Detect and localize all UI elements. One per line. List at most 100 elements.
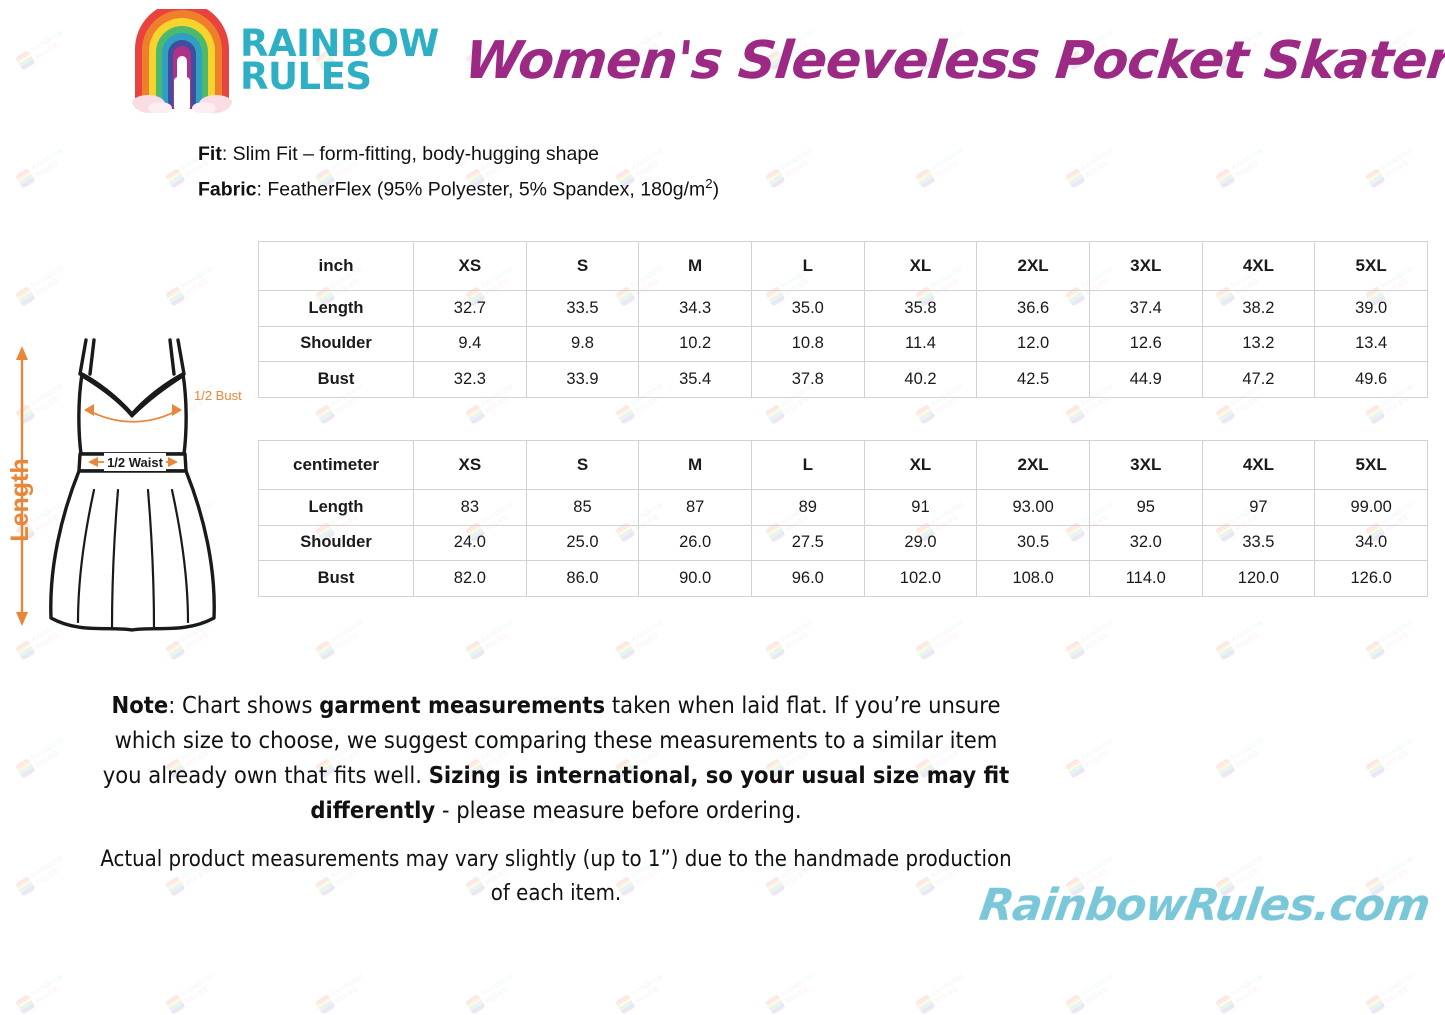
cell-shoulder-xl: 29.0	[863, 524, 978, 561]
cell-shoulder-xs: 24.0	[413, 524, 527, 561]
measurement-label-length: Length	[258, 489, 414, 526]
size-header-4xl: 4XL	[1201, 440, 1316, 490]
note-part2: taken when laid flat. If you’re unsure w…	[102, 691, 1001, 789]
cell-bust-4xl: 120.0	[1201, 560, 1316, 597]
measurement-label-length: Length	[258, 290, 414, 327]
cell-bust-3xl: 114.0	[1088, 560, 1203, 597]
cell-length-xl: 91	[863, 489, 978, 526]
table-header-row: inch XS S M L XL 2XL 3XL 4XL 5XL	[258, 241, 1428, 291]
product-spec-block: Fit: Slim Fit – form-fitting, body-huggi…	[198, 140, 719, 205]
size-header-2xl: 2XL	[976, 241, 1090, 291]
table-row: Bust 82.0 86.0 90.0 96.0 102.0 108.0 114.0 120.0…	[258, 560, 1428, 597]
unit-header-inch: inch	[258, 241, 414, 291]
cell-length-5xl: 99.00	[1314, 489, 1428, 526]
table-row: Shoulder 9.4 9.8 10.2 10.8 11.4 12.0 12.6 13.2 13…	[258, 325, 1428, 362]
size-header-l: L	[750, 241, 865, 291]
waist-label: 1/2 Waist	[107, 455, 164, 470]
fit-label: Fit	[198, 143, 222, 165]
cell-bust-3xl: 44.9	[1088, 361, 1203, 398]
fabric-value: FeatherFlex (95% Polyester, 5% Spandex, …	[267, 178, 706, 201]
size-header-5xl: 5XL	[1314, 440, 1428, 490]
table-row: Shoulder 24.0 25.0 26.0 27.5 29.0 30.5 32.0 33.5…	[258, 524, 1428, 561]
cell-shoulder-s: 25.0	[525, 524, 640, 561]
cell-shoulder-4xl: 13.2	[1201, 325, 1316, 362]
size-header-4xl: 4XL	[1201, 241, 1316, 291]
cell-bust-5xl: 49.6	[1314, 361, 1428, 398]
measurement-label-bust: Bust	[258, 560, 414, 597]
size-table-inch-head: inch XS S M L XL 2XL 3XL 4XL 5XL	[258, 241, 1428, 291]
cell-length-4xl: 38.2	[1201, 290, 1316, 327]
cell-shoulder-m: 26.0	[638, 524, 752, 561]
cell-shoulder-4xl: 33.5	[1201, 524, 1316, 561]
cell-shoulder-l: 10.8	[750, 325, 865, 362]
cell-bust-xs: 32.3	[413, 361, 527, 398]
size-header-m: M	[638, 241, 752, 291]
bust-label: 1/2 Bust	[194, 388, 242, 403]
size-table-centimeter: centimeter XS S M L XL 2XL 3XL 4XL 5XL Length 83 85…	[258, 440, 1428, 597]
fabric-label: Fabric	[198, 178, 257, 201]
table-row: Length 83 85 87 89 91 93.00 95 97 99.00	[258, 489, 1428, 526]
cell-shoulder-5xl: 34.0	[1314, 524, 1428, 561]
cell-length-l: 89	[750, 489, 865, 526]
cell-length-2xl: 93.00	[976, 489, 1090, 526]
variance-paragraph: Actual product measurements may vary sli…	[100, 843, 1012, 911]
size-header-m: M	[638, 440, 752, 490]
cell-shoulder-3xl: 12.6	[1088, 325, 1203, 362]
measurement-label-shoulder: Shoulder	[258, 524, 414, 561]
rainbow-arch-icon	[130, 9, 234, 113]
length-arrow	[16, 346, 28, 626]
note-label: Note	[111, 691, 169, 719]
cell-length-2xl: 36.6	[976, 290, 1090, 327]
size-header-xl: XL	[863, 440, 978, 490]
brand-wordmark-line1: RAINBOW	[240, 22, 439, 66]
cell-bust-l: 37.8	[750, 361, 865, 398]
cell-bust-m: 90.0	[638, 560, 752, 597]
size-header-s: S	[525, 440, 640, 490]
cell-bust-s: 33.9	[525, 361, 640, 398]
measurement-label-bust: Bust	[258, 361, 414, 398]
table-row: Length 32.7 33.5 34.3 35.0 35.8 36.6 37.4 38.2 39…	[258, 290, 1428, 327]
length-label: Length	[8, 458, 34, 541]
size-header-3xl: 3XL	[1088, 241, 1203, 291]
note-part1: : Chart shows	[168, 691, 320, 719]
cell-length-xs: 32.7	[413, 290, 527, 327]
cell-bust-xl: 40.2	[863, 361, 978, 398]
page-title: Women's Sleeveless Pocket Skater Dress	[461, 31, 1445, 91]
size-header-2xl: 2XL	[976, 440, 1090, 490]
note-bold-sizing: Sizing is international, so your usual s…	[310, 761, 1010, 824]
cell-length-s: 33.5	[525, 290, 640, 327]
cell-length-s: 85	[525, 489, 640, 526]
cell-shoulder-xl: 11.4	[863, 325, 978, 362]
cell-bust-2xl: 42.5	[976, 361, 1090, 398]
cell-shoulder-m: 10.2	[638, 325, 752, 362]
cell-bust-s: 86.0	[525, 560, 640, 597]
bust-arrow	[84, 404, 182, 423]
footer-wordmark: RainbowRules.com	[976, 880, 1433, 931]
cell-length-xs: 83	[413, 489, 527, 526]
unit-header-cm: centimeter	[258, 440, 414, 490]
fit-value: Slim Fit – form-fitting, body-hugging sh…	[232, 143, 600, 165]
size-header-xs: XS	[413, 241, 527, 291]
cell-shoulder-3xl: 32.0	[1088, 524, 1203, 561]
cell-length-l: 35.0	[750, 290, 865, 327]
cell-shoulder-l: 27.5	[750, 524, 865, 561]
variance-text: Actual product measurements may vary sli…	[100, 847, 1012, 906]
size-table-cm-body: Length 83 85 87 89 91 93.00 95 97 99.00 Shoulder 24…	[258, 489, 1428, 597]
size-table-cm-head: centimeter XS S M L XL 2XL 3XL 4XL 5XL	[258, 440, 1428, 490]
measurement-label-shoulder: Shoulder	[258, 325, 414, 362]
table-row: Bust 32.3 33.9 35.4 37.8 40.2 42.5 44.9 47.2 49.6	[258, 361, 1428, 398]
cell-shoulder-xs: 9.4	[413, 325, 527, 362]
fit-line: Fit: Slim Fit – form-fitting, body-huggi…	[198, 143, 600, 165]
cell-bust-xs: 82.0	[413, 560, 527, 597]
cell-length-m: 87	[638, 489, 752, 526]
size-header-l: L	[750, 440, 865, 490]
cell-shoulder-2xl: 12.0	[976, 325, 1090, 362]
size-header-3xl: 3XL	[1088, 440, 1203, 490]
size-header-s: S	[525, 241, 640, 291]
cell-length-5xl: 39.0	[1314, 290, 1428, 327]
size-header-xl: XL	[863, 241, 978, 291]
table-header-row: centimeter XS S M L XL 2XL 3XL 4XL 5XL	[258, 440, 1428, 490]
size-table-inch: inch XS S M L XL 2XL 3XL 4XL 5XL Length 32.7 33.5 34…	[258, 241, 1428, 398]
cell-length-4xl: 97	[1201, 489, 1316, 526]
fabric-unit-exponent: 2	[705, 176, 713, 191]
